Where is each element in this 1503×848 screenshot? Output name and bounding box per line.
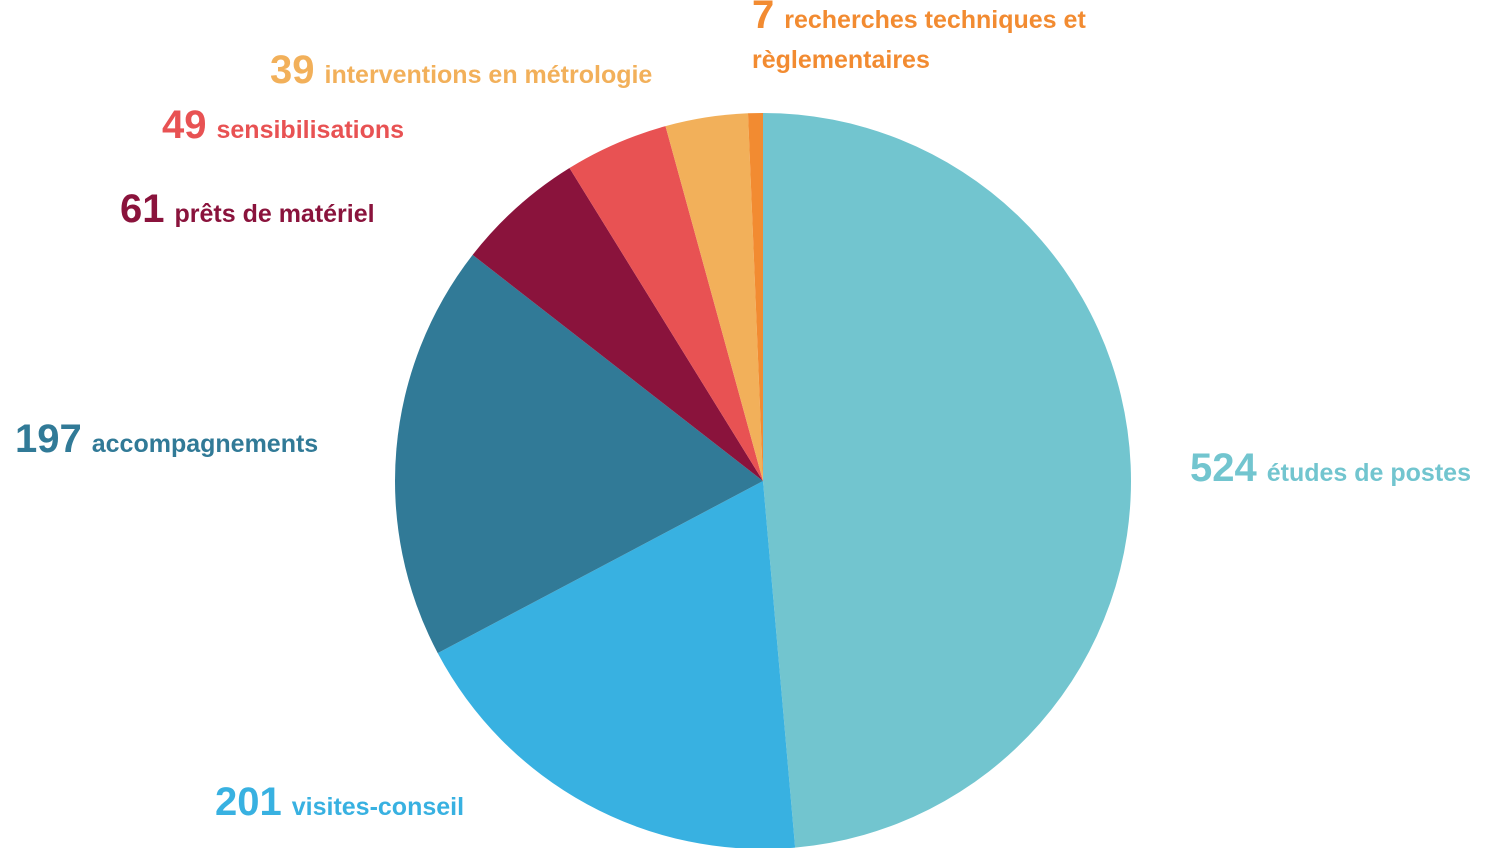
slice-label: 7 recherches techniques et règlementaires bbox=[752, 0, 1086, 74]
pie-slice bbox=[472, 167, 763, 482]
label-value: 7 bbox=[752, 0, 774, 37]
slice-label: 201 visites-conseil bbox=[215, 780, 464, 824]
label-name: recherches techniques et règlementaires bbox=[752, 6, 1086, 74]
label-value: 524 bbox=[1190, 446, 1257, 490]
slice-label: 524 études de postes bbox=[1190, 446, 1471, 490]
pie-slice bbox=[747, 113, 763, 481]
label-name-line: règlementaires bbox=[752, 46, 930, 74]
slice-label: 61 prêts de matériel bbox=[120, 187, 375, 231]
label-name: visites-conseil bbox=[292, 793, 464, 821]
label-value: 39 bbox=[270, 48, 315, 92]
pie-slice bbox=[569, 126, 763, 482]
label-name: sensibilisations bbox=[217, 116, 405, 144]
pie-slice bbox=[665, 113, 763, 482]
label-value: 61 bbox=[120, 187, 165, 231]
pie-slice bbox=[763, 113, 1131, 848]
label-name: accompagnements bbox=[92, 430, 318, 458]
pie-slice bbox=[437, 481, 796, 848]
label-name: prêts de matériel bbox=[175, 200, 375, 228]
label-value: 201 bbox=[215, 780, 282, 824]
slice-label: 197 accompagnements bbox=[15, 417, 318, 461]
label-value: 197 bbox=[15, 417, 82, 461]
slice-label: 39 interventions en métrologie bbox=[270, 48, 652, 92]
slice-label: 49 sensibilisations bbox=[162, 103, 404, 147]
pie-slice bbox=[394, 254, 763, 654]
label-value: 49 bbox=[162, 103, 207, 147]
label-name: interventions en métrologie bbox=[325, 61, 653, 89]
label-name: études de postes bbox=[1267, 459, 1471, 487]
